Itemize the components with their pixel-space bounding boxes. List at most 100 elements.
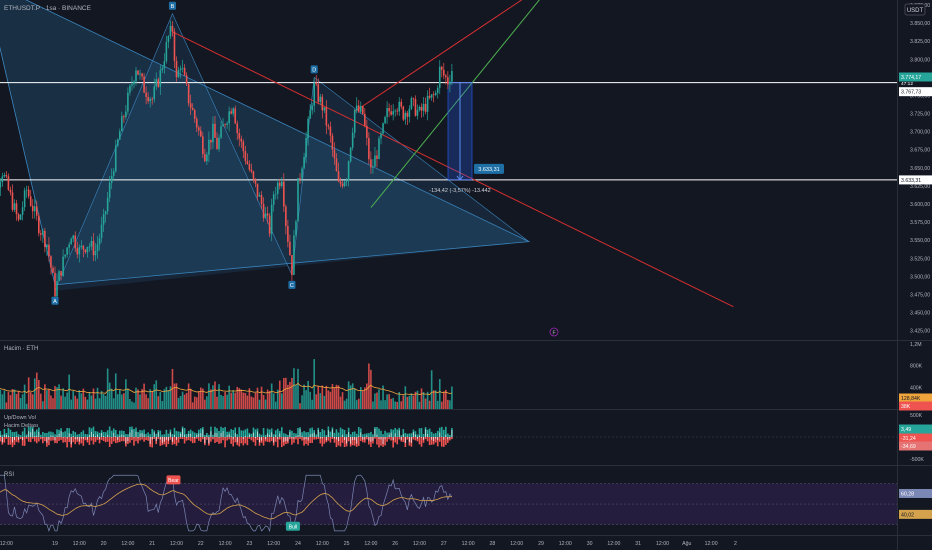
updown-bar-up (185, 433, 188, 437)
updown-bar-up (422, 433, 425, 437)
price-axis[interactable]: 3.875,003.850,003.825,003.800,003.775,00… (910, 3, 930, 463)
green-trend-line[interactable] (370, 0, 541, 208)
volume-bar (177, 397, 180, 409)
updown-bar-up (94, 431, 97, 437)
candle-body (380, 133, 382, 139)
updown-bar-up (175, 430, 178, 437)
volume-bar (100, 390, 103, 409)
volume-bar (380, 400, 382, 409)
updown-bar-down (434, 437, 437, 443)
updown-tick-label: -500K (910, 457, 924, 463)
volume-bar (137, 389, 139, 409)
measure-tool[interactable]: 3.633,31 -134,42 (-3,57%) -13.442 (429, 82, 504, 194)
volume-bar (307, 380, 309, 409)
updown-bar-down (92, 437, 95, 445)
updown-delta-bar (309, 434, 311, 437)
updown-bar-up (224, 427, 226, 437)
red-trend-line[interactable] (172, 31, 734, 308)
updown-delta-bar (313, 432, 315, 437)
updown-delta-bar (171, 437, 173, 442)
candle-body (428, 95, 431, 98)
volume-bar (285, 377, 287, 409)
volume-bar (287, 384, 289, 409)
rsi-value-badge-bg (899, 488, 932, 498)
updown-bar-up (116, 434, 119, 437)
time-tick-label: 12:00 (364, 541, 377, 547)
candle-body (19, 214, 22, 220)
candle-body (9, 189, 12, 193)
updown-bar-up (121, 430, 123, 437)
updown-delta-bar (443, 437, 445, 440)
updown-delta-bar (202, 429, 204, 437)
volume-bar (315, 394, 318, 409)
updown-bar-down (141, 437, 143, 440)
updown-bar-up (143, 429, 145, 437)
candle-body (94, 251, 97, 256)
updown-delta-bar (427, 434, 429, 437)
candle-body (246, 160, 249, 164)
event-marker-circle[interactable] (549, 327, 559, 337)
volume-bar (264, 399, 267, 409)
updown-delta-bar (135, 431, 137, 437)
updown-bar-down (7, 437, 10, 445)
updown-bar-down (420, 437, 423, 447)
updown-bar-down (13, 437, 16, 445)
updown-bar-up (301, 432, 303, 437)
candle-body (76, 248, 79, 255)
updown-delta-bar (259, 437, 261, 443)
updown-delta-bar (445, 434, 447, 437)
updown-delta-bar (265, 437, 267, 440)
updown-bar-up (206, 433, 208, 437)
updown-bar-up (240, 430, 243, 437)
time-tick-label: 12:00 (462, 541, 475, 547)
updown-bar-down (254, 437, 257, 446)
candle-body (74, 235, 77, 249)
updown-bar-up (155, 433, 158, 437)
updown-bar-down (145, 437, 147, 441)
volume-bar (305, 390, 307, 409)
volume-bar (295, 385, 297, 409)
updown-bar-up (119, 430, 121, 437)
candle-body (38, 215, 40, 234)
candle-body (112, 171, 115, 176)
candle-body (31, 205, 34, 212)
candle-body (17, 214, 20, 220)
updown-bar-down (88, 437, 91, 445)
volume-bar (272, 393, 275, 409)
volume-bar (357, 398, 360, 409)
symbol-title[interactable]: ETHUSDT.P · 1sa · BINANCE (4, 5, 92, 12)
updown-delta-bar (149, 437, 151, 445)
updown-bar-up (187, 430, 190, 437)
volume-bar (428, 400, 431, 409)
volume-bar (368, 363, 370, 409)
updown-bar-up (236, 434, 239, 437)
updown-delta-bar (421, 437, 423, 438)
updown-bar-up (56, 429, 58, 437)
volume-bar (394, 401, 396, 409)
updown-bar-down (33, 437, 36, 442)
volume-bar (167, 390, 170, 409)
volume-bar (238, 388, 241, 409)
trend-lines[interactable] (172, 0, 734, 308)
volume-bar (430, 370, 433, 409)
updown-bar-down (341, 437, 344, 443)
volume-tick-label: 800K (910, 364, 923, 370)
updown-bar-up (376, 427, 378, 437)
volume-bar (388, 394, 390, 409)
updown-delta-bar (182, 428, 184, 437)
updown-bar-up (368, 433, 370, 437)
candle-body (127, 92, 129, 112)
updown-bar-down (35, 437, 38, 444)
time-axis[interactable]: 12:00 19 12:00 20 12:00 21 12:00 22 12:00 23 12:00… (0, 541, 737, 547)
red-trend-line[interactable] (354, 0, 525, 112)
volume-bar (258, 399, 261, 409)
candle-body (440, 66, 443, 70)
candle-body (270, 204, 273, 234)
candle-body (244, 151, 247, 161)
volume-bar (218, 384, 220, 409)
volume-bar (9, 395, 12, 409)
updown-bar-down (179, 437, 182, 439)
currency-box[interactable] (904, 3, 926, 16)
updown-bar-down (428, 437, 431, 446)
